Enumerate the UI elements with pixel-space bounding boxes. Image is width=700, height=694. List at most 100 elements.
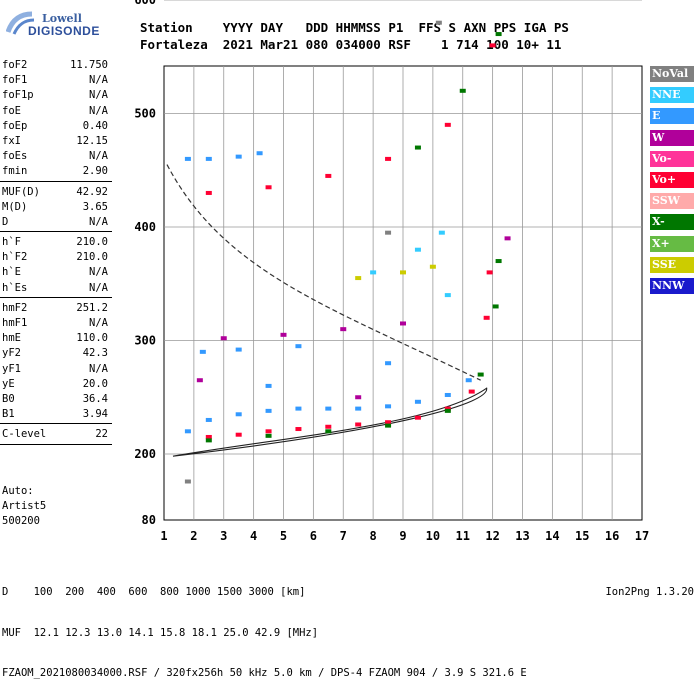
data-point-vo bbox=[468, 389, 475, 394]
legend-item-e: E bbox=[650, 108, 694, 125]
x-tick-label: 8 bbox=[370, 529, 377, 543]
data-point-e bbox=[184, 156, 191, 161]
param-separator bbox=[0, 180, 112, 185]
x-tick-label: 12 bbox=[485, 529, 499, 543]
param-row: hmE 110.0 bbox=[0, 331, 112, 346]
x-tick-label: 2 bbox=[190, 529, 197, 543]
param-label: foF1p bbox=[2, 89, 34, 102]
x-tick-label: 16 bbox=[605, 529, 619, 543]
param-value: N/A bbox=[89, 215, 108, 228]
param-row: foE N/A bbox=[0, 104, 112, 119]
x-tick-label: 11 bbox=[456, 529, 470, 543]
data-point-w bbox=[340, 327, 347, 332]
data-point-e bbox=[235, 412, 242, 417]
data-point-sse bbox=[355, 276, 362, 281]
param-value: N/A bbox=[89, 362, 108, 375]
data-point-e bbox=[444, 392, 451, 397]
logo-digisonde-text: DIGISONDE bbox=[28, 24, 100, 38]
data-point-w bbox=[196, 378, 203, 383]
param-value: 110.0 bbox=[76, 332, 108, 345]
param-value: 210.0 bbox=[76, 251, 108, 264]
data-point-noval bbox=[184, 479, 191, 484]
param-label: fxI bbox=[2, 134, 21, 147]
data-point-w bbox=[280, 332, 287, 337]
data-point-x bbox=[477, 372, 484, 377]
data-point-e bbox=[235, 347, 242, 352]
auto-program: Artist5 bbox=[2, 500, 47, 512]
param-value: N/A bbox=[89, 89, 108, 102]
data-point-x bbox=[459, 88, 466, 93]
param-value: 36.4 bbox=[82, 392, 108, 405]
data-point-x bbox=[414, 145, 421, 150]
data-point-e bbox=[256, 151, 263, 156]
param-label: B1 bbox=[2, 408, 15, 421]
param-label: h`F bbox=[2, 236, 21, 249]
data-point-nne bbox=[438, 230, 445, 235]
data-point-vo bbox=[355, 422, 362, 427]
legend-item-vo: Vo+ bbox=[650, 172, 694, 188]
param-label: foF2 bbox=[2, 59, 28, 71]
legend-item-w: W bbox=[650, 129, 694, 146]
param-value: 210.0 bbox=[76, 236, 108, 249]
param-label: hmF1 bbox=[2, 317, 28, 329]
x-tick-label: 17 bbox=[635, 529, 649, 543]
param-label: M(D) bbox=[2, 200, 28, 213]
data-point-x bbox=[265, 433, 272, 438]
param-value: 3.65 bbox=[82, 200, 108, 213]
bottom-info: D 100 200 400 600 800 1000 1500 3000 [km… bbox=[2, 559, 527, 694]
data-point-vo bbox=[414, 415, 421, 420]
x-tick-label: 7 bbox=[340, 529, 347, 543]
param-label: h`F2 bbox=[2, 251, 28, 264]
distance-line: D 100 200 400 600 800 1000 1500 3000 [km… bbox=[2, 586, 306, 598]
param-row: foF1 N/A bbox=[0, 73, 112, 88]
data-point-vo bbox=[205, 190, 212, 195]
data-point-vo bbox=[265, 429, 272, 434]
version-label: Ion2Png 1.3.20 bbox=[605, 586, 694, 598]
param-label: D bbox=[2, 215, 9, 228]
param-row: M(D) 3.65 bbox=[0, 200, 112, 215]
legend-item-noval: NoVal bbox=[650, 66, 694, 82]
y-tick-label: 400 bbox=[134, 220, 156, 234]
data-point-e bbox=[199, 349, 206, 354]
param-value: 3.94 bbox=[82, 408, 108, 421]
param-row: h`F2 210.0 bbox=[0, 250, 112, 265]
auto-code: 500200 bbox=[2, 515, 40, 527]
legend-item-vo: Vo- bbox=[650, 150, 694, 167]
x-tick-label: 15 bbox=[575, 529, 589, 543]
param-row: B1 3.94 bbox=[0, 407, 112, 422]
param-label: yF2 bbox=[2, 347, 21, 360]
data-point-vo bbox=[444, 122, 451, 127]
data-point-vo bbox=[385, 420, 392, 425]
data-point-e bbox=[355, 406, 362, 411]
data-point-e bbox=[295, 406, 302, 411]
model-solid-curve bbox=[172, 387, 488, 457]
data-point-vo bbox=[444, 406, 451, 411]
param-label: C-level bbox=[2, 428, 47, 441]
x-tick-label: 3 bbox=[220, 529, 227, 543]
param-value: N/A bbox=[89, 104, 108, 117]
data-point-w bbox=[355, 395, 362, 400]
data-point-nne bbox=[414, 247, 421, 252]
param-label: MUF(D) bbox=[2, 185, 40, 198]
data-point-e bbox=[235, 154, 242, 159]
model-dashed-curve bbox=[166, 164, 481, 381]
autoscaling-info: Auto: Artist5 500200 bbox=[2, 484, 46, 529]
data-point-nne bbox=[444, 293, 451, 298]
data-point-sse bbox=[400, 270, 406, 275]
legend-item-nnw: NNW bbox=[650, 278, 694, 294]
param-label: foEs bbox=[2, 150, 28, 163]
param-row: yF2 42.3 bbox=[0, 346, 112, 361]
data-point-e bbox=[385, 361, 392, 366]
data-point-e bbox=[205, 156, 212, 161]
data-point-w bbox=[400, 321, 406, 326]
muf-line: MUF 12.1 12.3 13.0 14.1 15.8 18.1 25.0 4… bbox=[2, 626, 319, 639]
param-row: h`F 210.0 bbox=[0, 235, 112, 250]
data-point-w bbox=[504, 236, 511, 241]
param-label: yE bbox=[2, 377, 15, 390]
param-row: hmF2 251.2 bbox=[0, 301, 112, 316]
data-point-noval bbox=[385, 230, 392, 235]
param-value: 42.92 bbox=[76, 185, 108, 198]
param-label: yF1 bbox=[2, 362, 21, 375]
parameter-panel: foF2 11.750 foF1 N/A foF1p N/A foE N/A foEp 0.40 f… bbox=[0, 58, 112, 448]
param-value: N/A bbox=[89, 150, 108, 163]
